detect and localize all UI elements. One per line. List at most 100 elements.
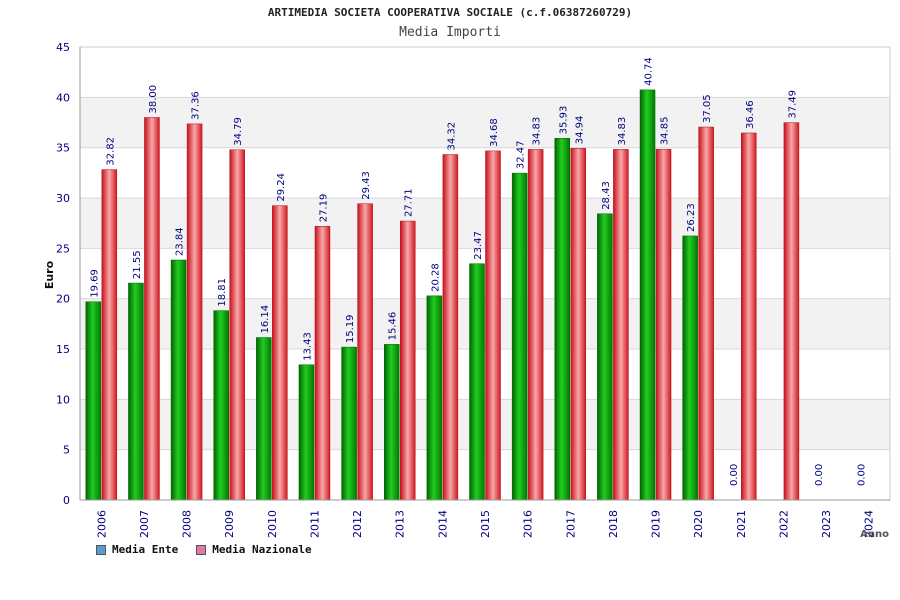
chart-title: ARTIMEDIA SOCIETA COOPERATIVA SOCIALE (c… (267, 6, 633, 19)
x-tick-label: 2023 (820, 510, 833, 538)
x-tick-label: 2018 (607, 510, 620, 538)
data-label: 20.28 (430, 263, 441, 292)
bar-media-ente (597, 213, 613, 501)
x-tick-label: 2006 (95, 510, 108, 538)
legend-label: Media Nazionale (212, 543, 312, 556)
data-label: 28.43 (601, 181, 612, 210)
data-label: 34.94 (574, 116, 585, 145)
x-tick-label: 2015 (479, 510, 492, 538)
data-label: 15.46 (388, 312, 399, 341)
data-label: 16.14 (260, 305, 271, 334)
bar-media-ente (383, 344, 400, 501)
bar-media-nazionale (272, 205, 288, 501)
data-label: 36.46 (745, 100, 756, 129)
data-label: 23.84 (175, 227, 186, 256)
data-label: 37.05 (702, 94, 713, 123)
bar-media-nazionale (698, 126, 714, 501)
data-label: 34.83 (617, 117, 628, 146)
bar-media-nazionale (144, 117, 160, 501)
data-label: 15.19 (345, 314, 356, 343)
y-tick-label: 40 (56, 91, 70, 104)
data-label: 34.68 (489, 118, 500, 147)
x-tick-label: 2024 (863, 510, 876, 538)
bar-media-ente (341, 346, 357, 501)
legend-swatch-icon (96, 544, 106, 555)
data-label: 38.00 (148, 85, 159, 114)
bar-media-nazionale (527, 149, 544, 501)
bar-media-ente (213, 310, 229, 501)
x-tick-label: 2021 (735, 510, 748, 538)
bar-media-nazionale (783, 122, 800, 501)
legend-label: Media Ente (112, 543, 179, 556)
y-tick-label: 15 (56, 343, 70, 356)
bar-media-nazionale (186, 123, 203, 501)
data-label: 21.55 (132, 250, 143, 279)
legend-swatch-icon (196, 544, 207, 555)
bar-media-ente (128, 282, 144, 501)
bar-media-ente (170, 259, 187, 501)
y-tick-label: 45 (56, 41, 70, 54)
bar-media-nazionale (570, 148, 587, 501)
bar-media-ente (298, 364, 315, 501)
bar-media-nazionale (229, 149, 245, 501)
x-tick-label: 2019 (650, 510, 663, 538)
grid-band (80, 47, 890, 98)
data-label: 34.83 (532, 117, 543, 146)
x-tick-label: 2010 (266, 510, 279, 538)
data-label: 26.23 (686, 203, 697, 232)
bar-media-ente (469, 263, 485, 501)
bar-media-ente (256, 337, 272, 501)
legend: Media Ente Media Nazionale (96, 543, 312, 556)
bar-media-ente (554, 138, 571, 501)
data-label: 29.43 (361, 171, 372, 200)
data-label: 40.74 (644, 57, 655, 86)
x-tick-label: 2013 (394, 510, 407, 538)
data-label: 0.00 (729, 464, 740, 486)
bar-media-nazionale (357, 203, 373, 501)
data-label: 23.47 (473, 231, 484, 260)
y-tick-label: 0 (63, 494, 70, 507)
y-tick-label: 30 (56, 192, 70, 205)
bar-media-nazionale (741, 132, 757, 501)
bar-media-nazionale (442, 154, 459, 501)
x-tick-label: 2008 (181, 510, 194, 538)
data-label: 0.00 (814, 464, 825, 486)
bar-media-ente (511, 172, 528, 501)
data-label: 32.82 (105, 137, 116, 166)
y-tick-label: 5 (63, 444, 70, 457)
legend-item-media-nazionale: Media Nazionale (196, 543, 312, 556)
bar-media-ente (85, 301, 102, 501)
data-label: 37.36 (191, 91, 202, 120)
bar-media-nazionale (314, 226, 331, 501)
data-label: 19.69 (89, 269, 100, 298)
x-tick-label: 2014 (436, 510, 449, 538)
data-label: 34.32 (446, 122, 457, 151)
x-tick-label: 2020 (692, 510, 705, 538)
bar-media-nazionale (101, 169, 118, 501)
x-tick-label: 2017 (564, 510, 577, 538)
y-tick-label: 35 (56, 142, 70, 155)
data-label: 27.19 (318, 194, 329, 223)
data-label: 18.81 (217, 278, 228, 307)
x-tick-label: 2012 (351, 510, 364, 538)
bar-media-nazionale (399, 220, 416, 501)
data-label: 34.79 (233, 117, 244, 146)
x-tick-label: 2022 (777, 510, 790, 538)
data-label: 13.43 (302, 332, 313, 361)
x-tick-label: 2007 (138, 510, 151, 538)
legend-item-media-ente: Media Ente (96, 543, 178, 556)
data-label: 29.24 (276, 173, 287, 202)
data-label: 32.47 (516, 140, 527, 169)
data-label: 37.49 (787, 90, 798, 119)
y-axis-title: Euro (43, 260, 56, 289)
bar-media-ente (639, 89, 656, 501)
bar-media-nazionale (485, 150, 501, 501)
bar-media-ente (426, 295, 443, 501)
data-label: 34.85 (660, 117, 671, 146)
bar-media-ente (682, 235, 698, 501)
y-tick-label: 25 (56, 242, 70, 255)
x-tick-label: 2009 (223, 510, 236, 538)
data-label: 27.71 (404, 188, 415, 217)
